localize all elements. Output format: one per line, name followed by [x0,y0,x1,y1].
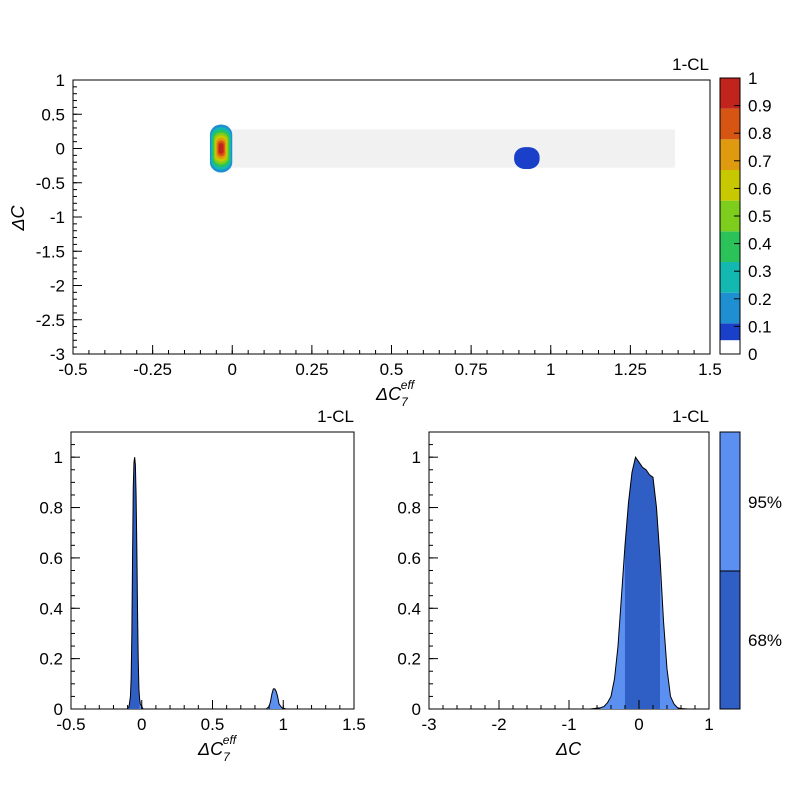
colorbar-cell-2 [720,292,740,324]
top-xtick-label-8: 1.5 [698,360,722,379]
legend-swatch-68 [719,570,741,710]
br-corner-label: 1-CL [672,407,709,426]
colorbar-cell-6 [720,170,740,201]
br-xtick-label-4: 1 [704,715,713,734]
top-ytick-label-4: -1 [50,208,65,227]
colorbar-gradient [720,78,740,354]
colorbar-tick-label-8: 0.8 [748,124,772,143]
colorbar-cell-0 [720,340,740,354]
br-y-ticks: 0 0.2 0.4 0.6 0.8 1 [397,431,438,719]
top-corner-label: 1-CL [672,55,709,74]
colorbar-tick-label-7: 0.7 [748,152,772,171]
br-xtick-label-3: 0 [634,715,643,734]
br-ytick-label-5: 1 [412,448,421,467]
colorbar-tick-label-9: 0.9 [748,97,772,116]
br-xtick-label-2: -1 [561,715,576,734]
br-band-68 [625,457,660,709]
br-x-ticks: -3 -2 -1 0 1 [421,700,714,734]
top-xtick-label-5: 0.75 [455,360,488,379]
top-plot-frame [72,79,711,355]
colorbar-tick-label-4: 0.4 [748,235,772,254]
bl-corner-label: 1-CL [317,407,354,426]
bl-xtick-label-0: -0.5 [56,715,85,734]
top-ytick-label-2: -2 [50,277,65,296]
br-xtick-label-1: -2 [491,715,506,734]
br-profile-line [589,455,689,710]
colorbar-tick-label-1: 0.1 [748,317,772,336]
br-ytick-label-0: 0 [412,700,421,719]
top-xtick-label-2: 0 [228,360,237,379]
bottom-right-chart: -3 -2 -1 0 1 0 0.2 0.4 0.6 0.8 1 1-CL ΔC [397,407,713,759]
legend-label-68: 68% [748,631,782,650]
colorbar-tick-label-10: 1 [748,69,757,88]
br-ytick-label-4: 0.8 [397,499,421,518]
br-xtick-label-0: -3 [421,715,436,734]
bl-xtick-label-3: 1 [279,715,288,734]
colorbar-tick-label-3: 0.3 [748,262,772,281]
bl-ytick-label-4: 0.8 [39,499,63,518]
colorbar-tick-label-5: 0.5 [748,207,772,226]
colorbar-cell-3 [720,262,740,293]
bl-ytick-label-3: 0.6 [39,549,63,568]
top-ytick-label-0: -3 [50,345,65,364]
heatmap-tail-1 [526,149,675,167]
top-x-axis-title: ΔC7eff [375,378,416,409]
br-side-peak-1 [667,668,678,709]
bl-x-axis-title: ΔC7eff [197,733,238,764]
br-x-axis-title: ΔC [555,739,582,759]
colorbar-tick-label-2: 0.2 [748,290,772,309]
top-xtick-label-7: 1.25 [614,360,647,379]
top-xtick-label-4: 0.5 [380,360,404,379]
bl-xtick-label-1: 0 [137,715,146,734]
bl-x-ticks: -0.5 0 0.5 1 1.5 [56,700,366,734]
legend-swatch-95 [719,431,741,572]
colorbar-tick-label-6: 0.6 [748,179,772,198]
heatmap-cell-0-8 [219,145,223,152]
bl-profile-line [124,457,287,710]
bl-plot-frame [70,431,355,710]
br-ytick-label-3: 0.6 [397,549,421,568]
legend-label-95: 95% [748,493,782,512]
top-xtick-label-1: -0.25 [133,360,172,379]
top-ytick-label-3: -1.5 [36,242,65,261]
top-ytick-label-6: 0 [56,140,65,159]
top-xtick-label-6: 1 [546,360,555,379]
colorbar-cell-7 [720,139,740,170]
top-heatmap-chart: -0.5 -0.25 0 0.25 0.5 0.75 1 1.25 1.5 -3 -2.5 -2 -1… [8,55,772,409]
top-xtick-label-3: 0.25 [295,360,328,379]
heatmap-cell-1-1 [520,152,534,164]
top-x-ticks: -0.5 -0.25 0 0.25 0.5 0.75 1 1.25 1.5 [58,345,722,379]
top-y-axis-title: ΔC [8,204,28,231]
bl-cl-areas [124,457,287,710]
colorbar-cell-1 [720,323,740,341]
cl-legend: 95% 68% [719,431,782,710]
bottom-left-chart: -0.5 0 0.5 1 1.5 00.20.40.60.81 1-CL ΔC7eff [39,407,365,764]
top-ytick-label-7: 0.5 [41,105,65,124]
colorbar-cell-4 [720,231,740,262]
bl-ytick-label-0: 0 [54,700,63,719]
bl-ytick-label-1: 0.2 [39,650,63,669]
top-colorbar: 0 0.1 0.2 0.3 0.4 0.5 0.6 0.7 0.8 0.9 1 [719,69,772,364]
bl-xtick-label-2: 0.5 [201,715,225,734]
top-ytick-label-8: 1 [56,71,65,90]
bl-ytick-label-5: 1 [54,448,63,467]
br-cl-areas [589,455,689,710]
top-y-ticks: -3 -2.5 -2 -1.5 -1 -0.5 0 0.5 1 [36,71,82,364]
colorbar-tick-label-0: 0 [748,345,757,364]
br-side-peak-0 [600,696,611,709]
bl-xtick-label-4: 1.5 [342,715,366,734]
colorbar-ticks: 0 0.1 0.2 0.3 0.4 0.5 0.6 0.7 0.8 0.9 1 [734,69,772,364]
br-ytick-label-1: 0.2 [397,650,421,669]
top-xtick-label-0: -0.5 [58,360,87,379]
colorbar-cell-8 [720,108,740,140]
bl-ytick-label-2: 0.4 [39,599,63,618]
colorbar-cell-9 [720,78,740,109]
top-heatmap-regions [209,124,676,173]
top-ytick-label-1: -2.5 [36,311,65,330]
colorbar-cell-5 [720,200,740,232]
bl-y-ticks: 0 0.2 0.4 0.6 0.8 1 [39,431,80,719]
top-ytick-label-5: -0.5 [36,174,65,193]
br-ytick-label-2: 0.4 [397,599,421,618]
